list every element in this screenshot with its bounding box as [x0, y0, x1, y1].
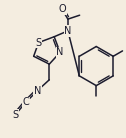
Text: C: C [22, 97, 29, 107]
Text: O: O [58, 4, 66, 14]
Text: N: N [64, 26, 72, 36]
Text: N: N [34, 86, 41, 95]
Text: S: S [36, 38, 42, 48]
Text: N: N [56, 47, 64, 57]
Text: S: S [12, 110, 18, 120]
